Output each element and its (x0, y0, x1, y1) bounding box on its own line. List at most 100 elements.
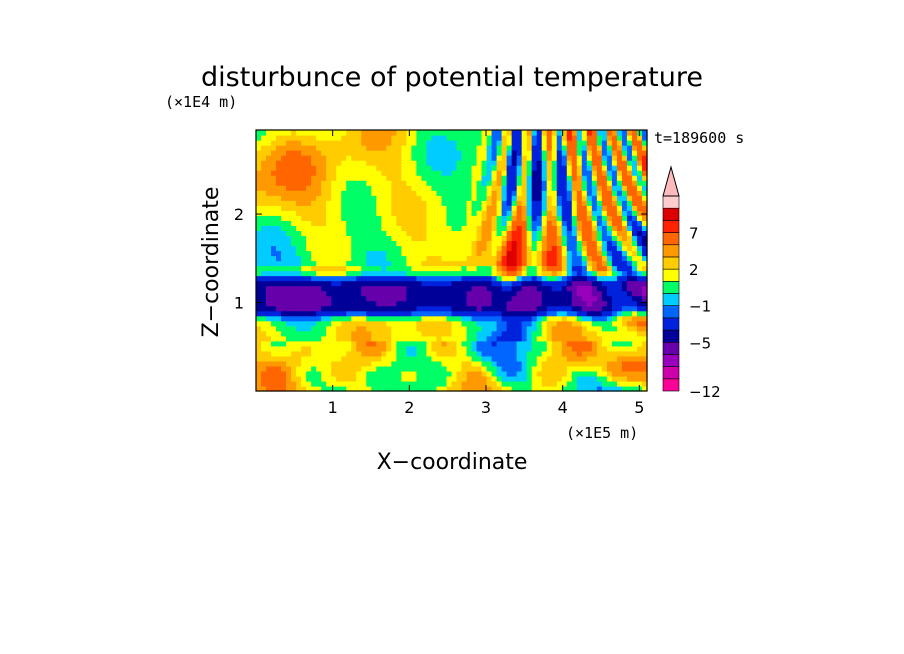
heatmap-cell (536, 355, 543, 362)
heatmap-cell (561, 385, 568, 392)
heatmap-cell (396, 215, 402, 221)
heatmap-cell (336, 380, 342, 387)
heatmap-cell (596, 355, 603, 362)
heatmap-cell (381, 315, 387, 322)
heatmap-cell (556, 315, 563, 322)
heatmap-cell (321, 305, 327, 312)
heatmap-cell (536, 275, 543, 282)
heatmap-cell (311, 260, 317, 267)
y-tick-label: 1 (234, 294, 244, 313)
heatmap-cell (416, 255, 423, 262)
heatmap-cell (336, 290, 342, 297)
heatmap-cell (286, 380, 292, 387)
heatmap-cell (521, 205, 528, 211)
heatmap-cell (461, 370, 468, 377)
heatmap-cell (561, 320, 568, 327)
heatmap-cell (346, 345, 352, 352)
heatmap-cell (476, 260, 483, 267)
heatmap-cell (361, 205, 367, 211)
heatmap-cell (321, 230, 327, 237)
heatmap-cell (456, 325, 463, 332)
heatmap-cell (371, 360, 377, 367)
heatmap-cell (401, 325, 407, 332)
heatmap-cell (576, 380, 583, 387)
heatmap-cell (421, 200, 428, 206)
heatmap-cell (421, 195, 428, 201)
heatmap-cell (361, 330, 367, 337)
heatmap-cell (311, 380, 317, 387)
heatmap-cell (616, 365, 623, 372)
heatmap-cell (561, 155, 568, 161)
heatmap-cell (531, 285, 538, 292)
colorbar-segment (662, 232, 680, 246)
heatmap-cell (621, 240, 628, 247)
heatmap-cell (616, 170, 623, 176)
heatmap-cell (506, 260, 513, 267)
heatmap-cell (331, 150, 337, 156)
heatmap-cell (371, 260, 377, 267)
heatmap-cell (616, 260, 623, 267)
heatmap-cell (406, 135, 412, 141)
heatmap-cell (431, 325, 438, 332)
heatmap-cell (601, 260, 608, 267)
heatmap-cell (516, 320, 523, 327)
heatmap-cell (366, 325, 372, 332)
heatmap-cell (311, 160, 317, 166)
heatmap-cell (596, 195, 603, 201)
heatmap-cell (306, 190, 312, 196)
colorbar-tick-label: 7 (689, 225, 699, 243)
heatmap-cell (581, 385, 588, 392)
heatmap-cell (521, 215, 528, 221)
heatmap-cell (306, 180, 312, 186)
heatmap-cell (266, 155, 272, 161)
heatmap-cell (591, 160, 598, 166)
heatmap-cell (631, 260, 638, 267)
heatmap-cell (446, 185, 453, 191)
heatmap-cell (421, 310, 428, 317)
heatmap-cell (526, 170, 533, 176)
heatmap-cell (451, 340, 458, 347)
heatmap-cell (401, 310, 407, 317)
heatmap-cell (566, 245, 573, 252)
heatmap-cell (501, 170, 508, 176)
heatmap-cell (286, 355, 292, 362)
heatmap-cell (436, 315, 443, 322)
heatmap-cell (636, 380, 643, 387)
heatmap-cell (636, 270, 643, 277)
heatmap-cell (386, 375, 392, 382)
heatmap-cell (291, 345, 297, 352)
heatmap-cell (331, 135, 337, 141)
heatmap-cell (481, 215, 488, 221)
heatmap-cell (386, 225, 392, 231)
heatmap-cell (331, 185, 337, 191)
heatmap-cell (601, 220, 608, 226)
heatmap-cell (511, 190, 518, 196)
heatmap-cell (261, 235, 267, 242)
heatmap-cell (601, 140, 608, 146)
heatmap-cell (301, 190, 307, 196)
heatmap-cell (396, 285, 402, 292)
heatmap-cell (486, 380, 493, 387)
heatmap-cell (311, 270, 317, 277)
heatmap-cell (491, 255, 498, 262)
heatmap-cell (496, 190, 503, 196)
heatmap-cell (546, 305, 553, 312)
heatmap-cell (366, 185, 372, 191)
heatmap-cell (541, 155, 548, 161)
heatmap-cell (276, 180, 282, 186)
heatmap-cell (526, 250, 533, 257)
heatmap-cell (326, 165, 332, 171)
heatmap-cell (481, 290, 488, 297)
heatmap-cell (446, 330, 453, 337)
heatmap-cell (386, 140, 392, 146)
heatmap-cell (431, 160, 438, 166)
heatmap-cell (501, 205, 508, 211)
heatmap-cell (501, 330, 508, 337)
heatmap-cell (446, 135, 453, 141)
heatmap-cell (391, 325, 397, 332)
heatmap-cell (461, 240, 468, 247)
heatmap-cell (261, 325, 267, 332)
heatmap-cell (611, 275, 618, 282)
heatmap-cell (486, 305, 493, 312)
heatmap-cell (351, 375, 357, 382)
